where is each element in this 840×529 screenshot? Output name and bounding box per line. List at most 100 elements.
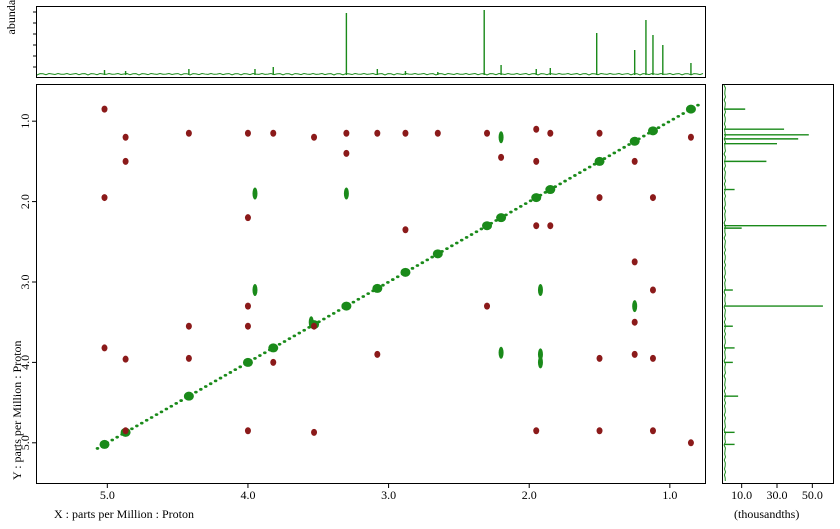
y-axis-label: Y : parts per Million : Proton bbox=[10, 340, 24, 480]
cross-peak-red bbox=[343, 129, 350, 137]
cross-peak-red bbox=[402, 129, 409, 137]
diagonal-trace-dot bbox=[479, 227, 484, 231]
diagonal-trace-dot bbox=[656, 126, 661, 130]
diagonal-trace-dot bbox=[361, 295, 366, 298]
diagonal-trace-dot bbox=[395, 275, 400, 279]
diagonal-trace-dot bbox=[223, 373, 228, 377]
cross-peak-red bbox=[374, 129, 381, 137]
diagonal-trace-dot bbox=[410, 266, 415, 270]
cross-peak-red bbox=[631, 157, 638, 165]
diagonal-trace-dot bbox=[381, 283, 385, 287]
diagonal-trace-dot bbox=[642, 134, 646, 138]
diagonal-trace-dot bbox=[474, 230, 479, 234]
diagonal-trace-dot bbox=[233, 368, 238, 372]
diagonal-trace-dot bbox=[661, 123, 666, 127]
cross-peak-red bbox=[631, 258, 638, 266]
cross-peak-red bbox=[101, 194, 108, 202]
diagonal-trace-dot bbox=[130, 427, 134, 431]
cross-peak-red bbox=[631, 350, 638, 358]
cross-peak-red bbox=[244, 322, 251, 330]
cross-peak-red bbox=[596, 427, 603, 435]
diagonal-trace-dot bbox=[627, 143, 631, 146]
diagonal-trace-dot bbox=[282, 340, 287, 343]
diagonal-trace-dot bbox=[518, 205, 523, 208]
cross-peak-red bbox=[649, 427, 656, 435]
cross-peak-red bbox=[122, 427, 129, 435]
diagonal-peak bbox=[496, 213, 507, 223]
cross-peak-red bbox=[374, 350, 381, 358]
diagonal-trace-dot bbox=[203, 385, 208, 388]
cross-peak-red bbox=[498, 153, 505, 161]
top-projection-panel bbox=[36, 6, 706, 78]
diagonal-trace-dot bbox=[169, 404, 174, 408]
diagonal-trace-dot bbox=[149, 416, 154, 419]
diagonal-trace-dot bbox=[666, 120, 671, 124]
diagonal-trace-dot bbox=[450, 244, 454, 248]
cross-peak-red bbox=[185, 354, 192, 362]
diagonal-trace-dot bbox=[578, 171, 582, 175]
diagonal-trace-dot bbox=[218, 376, 223, 380]
diagonal-trace-dot bbox=[263, 351, 267, 355]
diagonal-trace-dot bbox=[331, 311, 336, 315]
diagonal-peak bbox=[594, 156, 605, 166]
diagonal-trace-dot bbox=[582, 168, 587, 172]
right-tick-label: 50.0 bbox=[802, 488, 823, 502]
diagonal-trace-dot bbox=[573, 174, 577, 177]
diagonal-trace-dot bbox=[159, 410, 164, 414]
cross-peak-red bbox=[596, 354, 603, 362]
cross-peak-red bbox=[244, 214, 251, 222]
diagonal-peak bbox=[647, 126, 658, 136]
diagonal-trace-dot bbox=[445, 247, 449, 251]
diagonal-trace-dot bbox=[179, 399, 183, 402]
diagonal-trace-dot bbox=[514, 207, 518, 211]
y-tick-label: 5.0 bbox=[18, 435, 32, 450]
diagonal-trace-dot bbox=[523, 202, 528, 205]
top-projection-plot bbox=[36, 10, 704, 76]
x-axis-label: X : parts per Million : Proton bbox=[54, 507, 194, 521]
diagonal-trace-dot bbox=[322, 317, 326, 321]
diagonal-trace-dot bbox=[390, 278, 395, 281]
diagonal-trace-dot bbox=[213, 379, 218, 383]
diagonal-trace-dot bbox=[115, 435, 119, 439]
cross-peak-red bbox=[533, 222, 540, 230]
diagonal-trace-dot bbox=[174, 402, 179, 405]
cross-peak-red bbox=[533, 157, 540, 165]
cross-peak-red bbox=[244, 129, 251, 137]
diagonal-trace-dot bbox=[287, 337, 292, 341]
diagonal-trace-dot bbox=[622, 145, 626, 149]
diagonal-trace-dot bbox=[587, 165, 592, 169]
cosy-contour-plot bbox=[95, 103, 700, 450]
diagonal-trace-dot bbox=[258, 354, 262, 357]
cross-peak-red bbox=[101, 105, 108, 113]
cross-peak-green bbox=[343, 187, 349, 200]
diagonal-peak bbox=[99, 439, 110, 449]
cosy-plot-area[interactable] bbox=[36, 84, 706, 484]
y-tick-label: 3.0 bbox=[18, 274, 32, 289]
diagonal-trace-dot bbox=[415, 264, 420, 267]
diagonal-trace-dot bbox=[681, 112, 686, 115]
cross-peak-red bbox=[596, 194, 603, 202]
cross-peak-green bbox=[498, 346, 504, 359]
cross-peak-green bbox=[498, 131, 504, 144]
y-tick-label: 1.0 bbox=[18, 114, 32, 129]
cross-peak-red bbox=[687, 439, 694, 447]
cross-peak-red bbox=[596, 129, 603, 137]
cross-peak-red bbox=[649, 286, 656, 294]
cross-peak-green bbox=[537, 284, 543, 297]
diagonal-trace-dot bbox=[302, 328, 307, 332]
diagonal-peak bbox=[372, 283, 383, 293]
diagonal-trace-dot bbox=[292, 334, 297, 338]
right-axis-unit-label: (thousandths) bbox=[734, 507, 800, 521]
diagonal-trace-dot bbox=[563, 179, 567, 183]
diagonal-trace-dot bbox=[327, 314, 331, 318]
right-tick-label: 30.0 bbox=[767, 488, 788, 502]
cross-peak-green bbox=[252, 187, 258, 200]
diagonal-trace-dot bbox=[459, 238, 464, 242]
cross-peak-red bbox=[434, 129, 441, 137]
cross-peak-green bbox=[537, 356, 543, 369]
diagonal-trace-dot bbox=[238, 365, 243, 369]
diagonal-peak bbox=[341, 301, 352, 311]
right-projection-plot bbox=[723, 84, 827, 482]
x-tick-label: 2.0 bbox=[522, 488, 537, 502]
x-tick-label: 5.0 bbox=[100, 488, 115, 502]
